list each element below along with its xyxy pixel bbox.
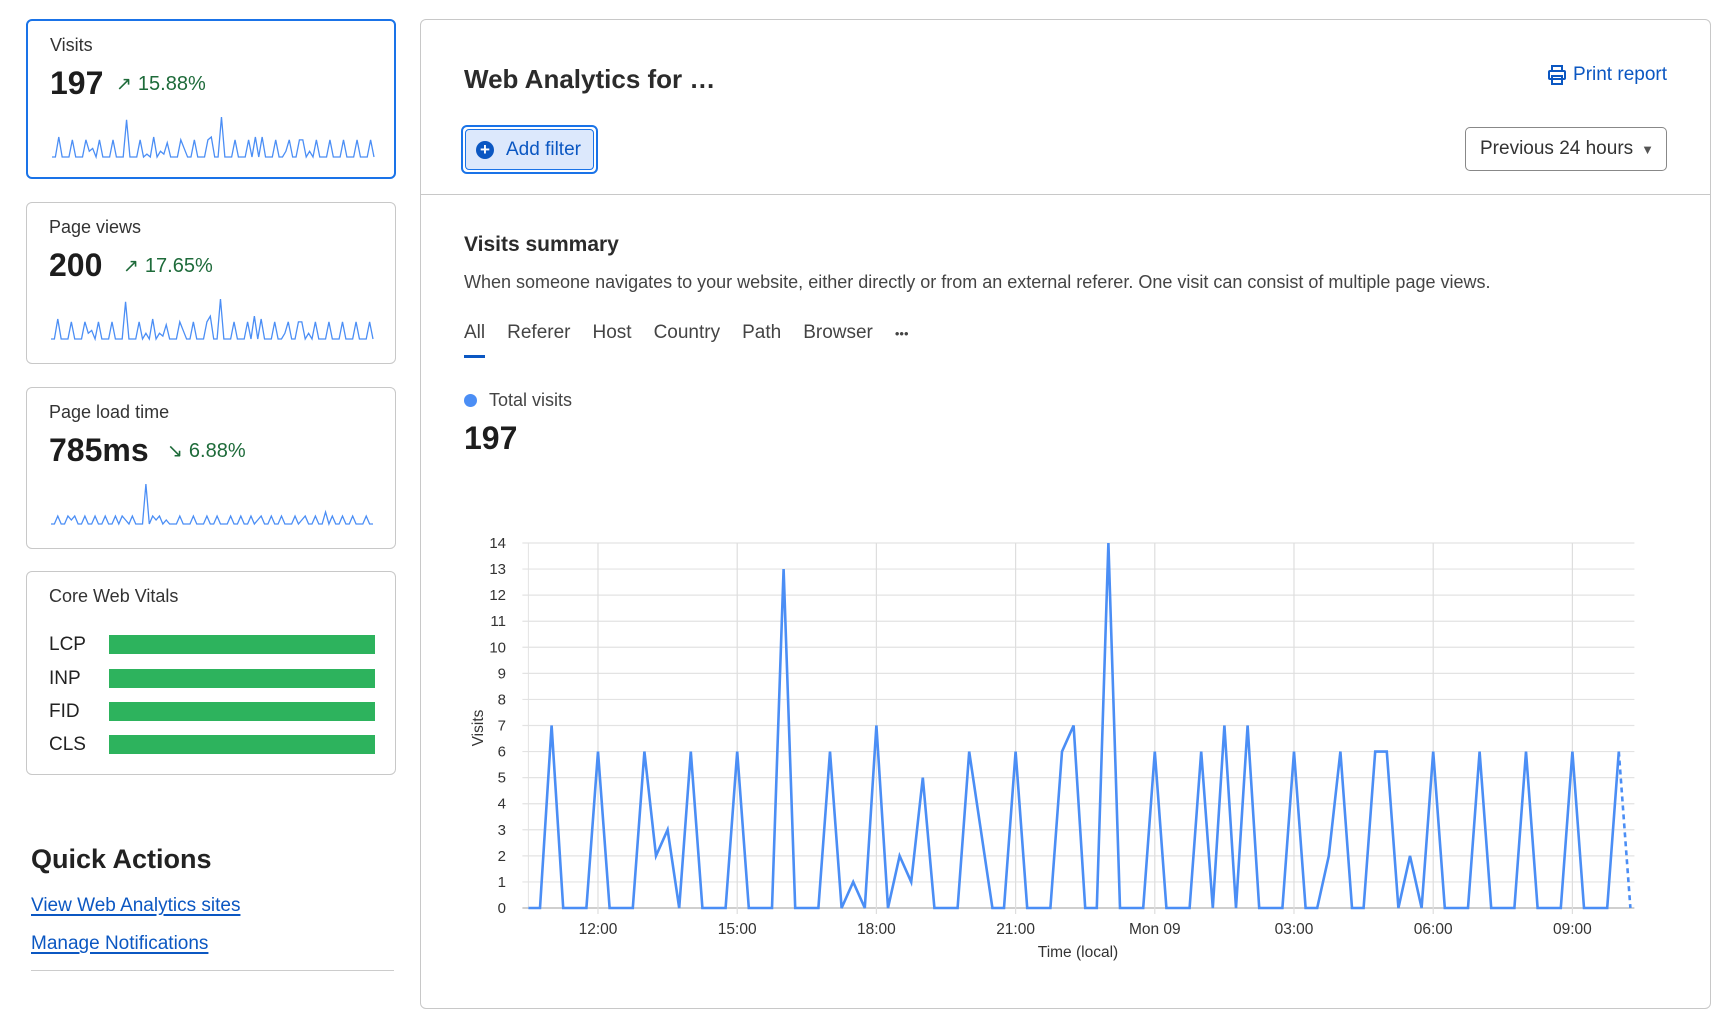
- legend-label: Total visits: [489, 390, 573, 410]
- print-report-button[interactable]: Print report: [1548, 64, 1667, 86]
- page-load-label: Page load time: [49, 402, 170, 422]
- cwv-row-lcp: LCP: [49, 634, 379, 656]
- visits-label: Visits: [50, 35, 93, 55]
- quick-actions-title: Quick Actions: [31, 844, 212, 874]
- visits-card[interactable]: Visits 197 ↗ 15.88%: [26, 19, 396, 179]
- printer-icon: [1548, 65, 1567, 85]
- caret-down-icon: ▼: [1641, 141, 1655, 157]
- view-web-analytics-sites-link[interactable]: View Web Analytics sites: [31, 895, 241, 916]
- cwv-metric-name: FID: [49, 701, 80, 722]
- divider: [31, 970, 394, 971]
- page-load-value: 785ms: [49, 432, 149, 468]
- tab-referer[interactable]: Referer: [507, 322, 571, 343]
- total-visits-value: 197: [464, 420, 518, 456]
- header-divider: [420, 194, 1711, 195]
- sparkline-path: [51, 483, 373, 526]
- page-load-change: ↘ 6.88%: [167, 440, 246, 463]
- cwv-metric-name: LCP: [49, 634, 86, 655]
- tab-all[interactable]: All: [464, 322, 486, 358]
- cwv-metric-name: INP: [49, 668, 81, 689]
- plus-circle-icon: +: [476, 140, 494, 159]
- visits-change: ↗ 15.88%: [116, 73, 206, 96]
- cwv-bar: [109, 669, 375, 688]
- more-tabs-button[interactable]: •••: [894, 326, 909, 341]
- dimension-tabs: All Referer Host Country Path Browser ••…: [464, 322, 909, 358]
- visits-summary-description: When someone navigates to your website, …: [464, 272, 1491, 292]
- sparkline-path: [52, 116, 375, 160]
- cwv-row-fid: FID: [49, 701, 379, 723]
- page-load-card[interactable]: Page load time 785ms ↘ 6.88%: [26, 387, 396, 549]
- page-views-value: 200: [49, 247, 103, 283]
- chart-legend[interactable]: Total visits: [464, 390, 572, 411]
- arrow-down-right-icon: ↘: [167, 441, 183, 462]
- add-filter-button[interactable]: + Add filter: [461, 125, 598, 174]
- tab-browser[interactable]: Browser: [803, 322, 873, 343]
- manage-notifications-link[interactable]: Manage Notifications: [31, 933, 209, 954]
- time-range-value: Previous 24 hours: [1480, 138, 1634, 159]
- cwv-bar: [109, 702, 375, 721]
- time-range-select[interactable]: Previous 24 hours ▼: [1465, 127, 1667, 171]
- visits-sparkline: [52, 116, 375, 160]
- cwv-row-cls: CLS: [49, 734, 379, 756]
- legend-dot-icon: [464, 394, 477, 407]
- page-title: Web Analytics for …: [464, 64, 716, 94]
- cwv-metric-name: CLS: [49, 734, 86, 755]
- cwv-row-inp: INP: [49, 668, 379, 690]
- page-load-change-value: 6.88%: [188, 440, 246, 462]
- page-views-change: ↗ 17.65%: [123, 255, 213, 278]
- tab-host[interactable]: Host: [592, 322, 632, 343]
- visits-summary-title: Visits summary: [464, 233, 619, 256]
- visits-change-value: 15.88%: [137, 73, 206, 95]
- visits-value: 197: [50, 65, 104, 101]
- print-report-label: Print report: [1573, 64, 1667, 85]
- page-views-label: Page views: [49, 217, 142, 237]
- page-views-change-value: 17.65%: [144, 255, 213, 277]
- page-views-card[interactable]: Page views 200 ↗ 17.65%: [26, 202, 396, 364]
- cwv-bar: [109, 735, 375, 754]
- tab-country[interactable]: Country: [653, 322, 721, 343]
- arrow-up-right-icon: ↗: [116, 74, 132, 95]
- page-views-sparkline: [51, 298, 374, 342]
- cwv-bar: [109, 635, 375, 654]
- page-load-sparkline: [51, 483, 373, 526]
- add-filter-label: Add filter: [506, 138, 581, 160]
- tab-path[interactable]: Path: [742, 322, 782, 343]
- sparkline-path: [51, 298, 374, 342]
- arrow-up-right-icon: ↗: [123, 256, 139, 277]
- cwv-label: Core Web Vitals: [49, 586, 179, 606]
- core-web-vitals-card[interactable]: Core Web Vitals LCP INP FID CLS: [26, 571, 396, 775]
